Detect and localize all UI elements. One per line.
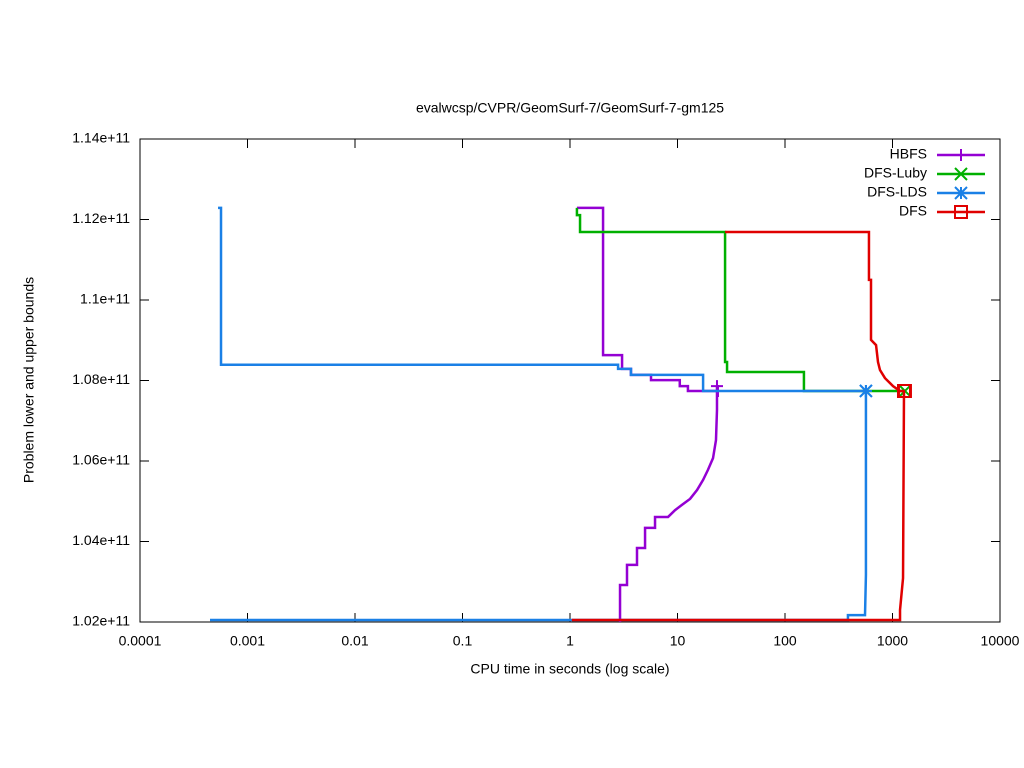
y-tick-label: 1.04e+11 (72, 532, 130, 548)
y-tick-label: 1.14e+11 (72, 130, 130, 146)
x-axis-label: CPU time in seconds (log scale) (470, 661, 669, 677)
y-tick-label: 1.12e+11 (72, 210, 130, 226)
x-tick-label: 10 (670, 633, 686, 649)
x-tick-label: 1000 (877, 633, 908, 649)
series-line (571, 230, 906, 622)
legend-label: DFS-LDS (867, 184, 927, 200)
series-line (575, 207, 905, 393)
x-tick-label: 10000 (981, 633, 1020, 649)
marker (954, 186, 968, 200)
plot-frame (139, 138, 1001, 623)
y-axis-label: Problem lower and upper bounds (21, 277, 37, 483)
marker (859, 384, 873, 398)
x-tick-label: 0.01 (341, 633, 368, 649)
series-line (576, 206, 719, 622)
legend-label: DFS (899, 203, 927, 219)
series-line (210, 206, 868, 622)
chart-title: evalwcsp/CVPR/GeomSurf-7/GeomSurf-7-gm12… (416, 100, 724, 116)
x-tick-label: 0.001 (230, 633, 265, 649)
x-tick-label: 0.0001 (119, 633, 162, 649)
marker (896, 383, 911, 398)
y-tick-label: 1.06e+11 (72, 452, 130, 468)
y-tick-label: 1.02e+11 (72, 613, 130, 629)
marker (954, 167, 968, 181)
marker (954, 205, 968, 219)
x-tick-label: 1 (566, 633, 574, 649)
marker (955, 149, 967, 161)
legend-label: DFS-Luby (864, 165, 927, 181)
legend-label: HBFS (890, 146, 927, 162)
x-tick-label: 100 (773, 633, 797, 649)
marker (898, 384, 912, 398)
y-tick-label: 1.1e+11 (80, 291, 130, 307)
y-tick-label: 1.08e+11 (72, 371, 130, 387)
x-tick-label: 0.1 (453, 633, 473, 649)
